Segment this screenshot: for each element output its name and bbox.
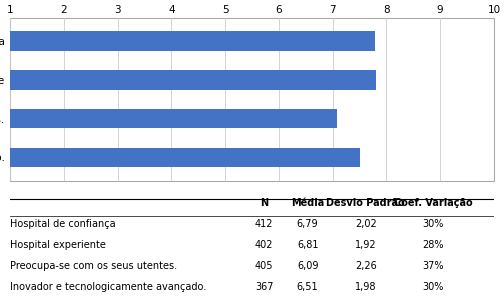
Text: 6,51: 6,51 — [297, 282, 319, 292]
Text: 1,98: 1,98 — [355, 282, 376, 292]
Text: Hospital de confiança: Hospital de confiança — [10, 219, 116, 229]
Text: 37%: 37% — [423, 261, 444, 271]
Text: 1,92: 1,92 — [355, 240, 376, 250]
Text: 412: 412 — [255, 219, 273, 229]
Text: 30%: 30% — [423, 219, 444, 229]
Text: 367: 367 — [255, 282, 273, 292]
Text: Desvio Padrão: Desvio Padrão — [327, 198, 405, 208]
Text: Inovador e tecnologicamente avançado.: Inovador e tecnologicamente avançado. — [10, 282, 206, 292]
Text: 6,79: 6,79 — [297, 219, 319, 229]
Text: 30%: 30% — [423, 282, 444, 292]
Bar — [10, 109, 338, 128]
Bar — [10, 70, 376, 89]
Text: 28%: 28% — [423, 240, 444, 250]
Text: Média: Média — [291, 198, 324, 208]
Text: 2,02: 2,02 — [355, 219, 376, 229]
Bar — [10, 31, 375, 51]
Text: 6,81: 6,81 — [297, 240, 319, 250]
Text: Preocupa-se com os seus utentes.: Preocupa-se com os seus utentes. — [10, 261, 177, 271]
Text: 402: 402 — [255, 240, 273, 250]
Text: Coef. Variação: Coef. Variação — [394, 198, 473, 208]
Text: 6,09: 6,09 — [297, 261, 319, 271]
Title: Média: Média — [231, 0, 273, 2]
Text: Hospital experiente: Hospital experiente — [10, 240, 106, 250]
Text: 2,26: 2,26 — [355, 261, 376, 271]
Text: 405: 405 — [255, 261, 273, 271]
Text: N: N — [260, 198, 268, 208]
Bar — [10, 148, 360, 167]
